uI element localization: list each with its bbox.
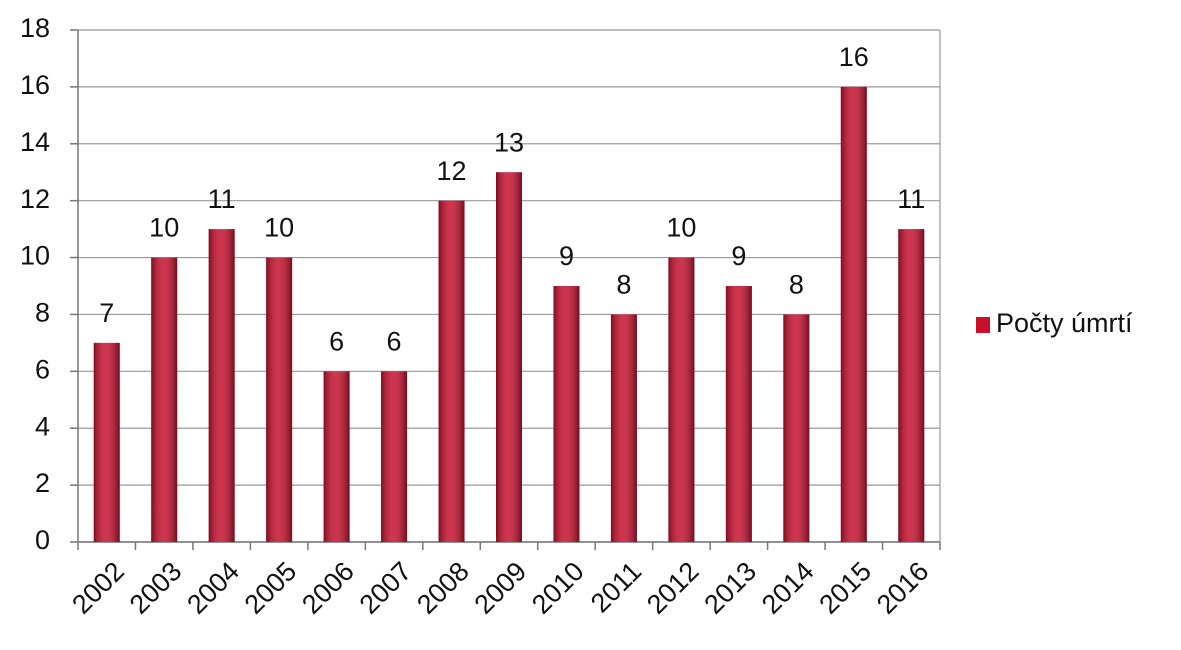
data-label: 8 xyxy=(789,270,804,300)
bar-shade xyxy=(151,257,178,542)
data-label: 7 xyxy=(99,298,114,328)
data-label: 10 xyxy=(149,213,179,243)
x-tick-label: 2016 xyxy=(871,556,935,620)
data-label: 9 xyxy=(559,241,574,271)
y-tick-label: 4 xyxy=(35,411,50,441)
x-tick-label: 2006 xyxy=(296,556,360,620)
x-tick-label: 2002 xyxy=(66,556,130,620)
x-tick-label: 2012 xyxy=(641,556,705,620)
x-tick-label: 2014 xyxy=(756,556,820,620)
y-tick-label: 8 xyxy=(35,298,50,328)
y-tick-label: 18 xyxy=(20,13,50,43)
data-label: 6 xyxy=(329,326,344,356)
bar-shade xyxy=(610,314,637,542)
x-tick-label: 2009 xyxy=(469,556,533,620)
bar-shade xyxy=(668,257,695,542)
legend-swatch xyxy=(976,317,990,333)
x-tick-label: 2010 xyxy=(526,556,590,620)
data-label: 8 xyxy=(616,270,631,300)
bar-shade xyxy=(208,229,235,542)
y-tick-label: 14 xyxy=(20,127,50,157)
data-label: 10 xyxy=(666,213,696,243)
data-label: 11 xyxy=(897,184,925,214)
x-tick-label: 2013 xyxy=(698,556,762,620)
data-label: 9 xyxy=(731,241,746,271)
x-tick-label: 2011 xyxy=(585,556,647,618)
bar-shade xyxy=(496,172,522,542)
data-label: 11 xyxy=(208,184,236,214)
data-label: 6 xyxy=(387,326,402,356)
legend-label: Počty úmrtí xyxy=(996,308,1133,338)
bar-shade xyxy=(725,286,752,542)
x-tick-label: 2007 xyxy=(354,556,418,620)
y-tick-label: 6 xyxy=(35,354,50,384)
x-tick-label: 2005 xyxy=(239,556,303,620)
x-tick-label: 2015 xyxy=(813,556,877,620)
x-tick-label: 2004 xyxy=(181,556,245,620)
bar-shade xyxy=(783,314,810,542)
y-tick-label: 12 xyxy=(20,184,50,214)
x-tick-label: 2003 xyxy=(124,556,188,620)
bar-shade xyxy=(438,200,465,542)
data-label: 13 xyxy=(494,127,524,157)
bar-shade xyxy=(93,342,120,542)
bar-shade xyxy=(553,286,580,542)
bar-shade xyxy=(840,86,867,542)
bar-shade xyxy=(323,371,350,542)
bar-shade xyxy=(381,371,408,542)
y-tick-label: 2 xyxy=(35,468,50,498)
data-label: 10 xyxy=(264,213,294,243)
y-tick-label: 0 xyxy=(35,525,50,555)
data-label: 12 xyxy=(437,156,467,186)
data-label: 16 xyxy=(839,42,869,72)
y-tick-label: 10 xyxy=(20,241,50,271)
y-tick-label: 16 xyxy=(20,70,50,100)
x-tick-label: 2008 xyxy=(411,556,475,620)
bar-shade xyxy=(266,257,293,542)
bar-shade xyxy=(898,229,925,542)
